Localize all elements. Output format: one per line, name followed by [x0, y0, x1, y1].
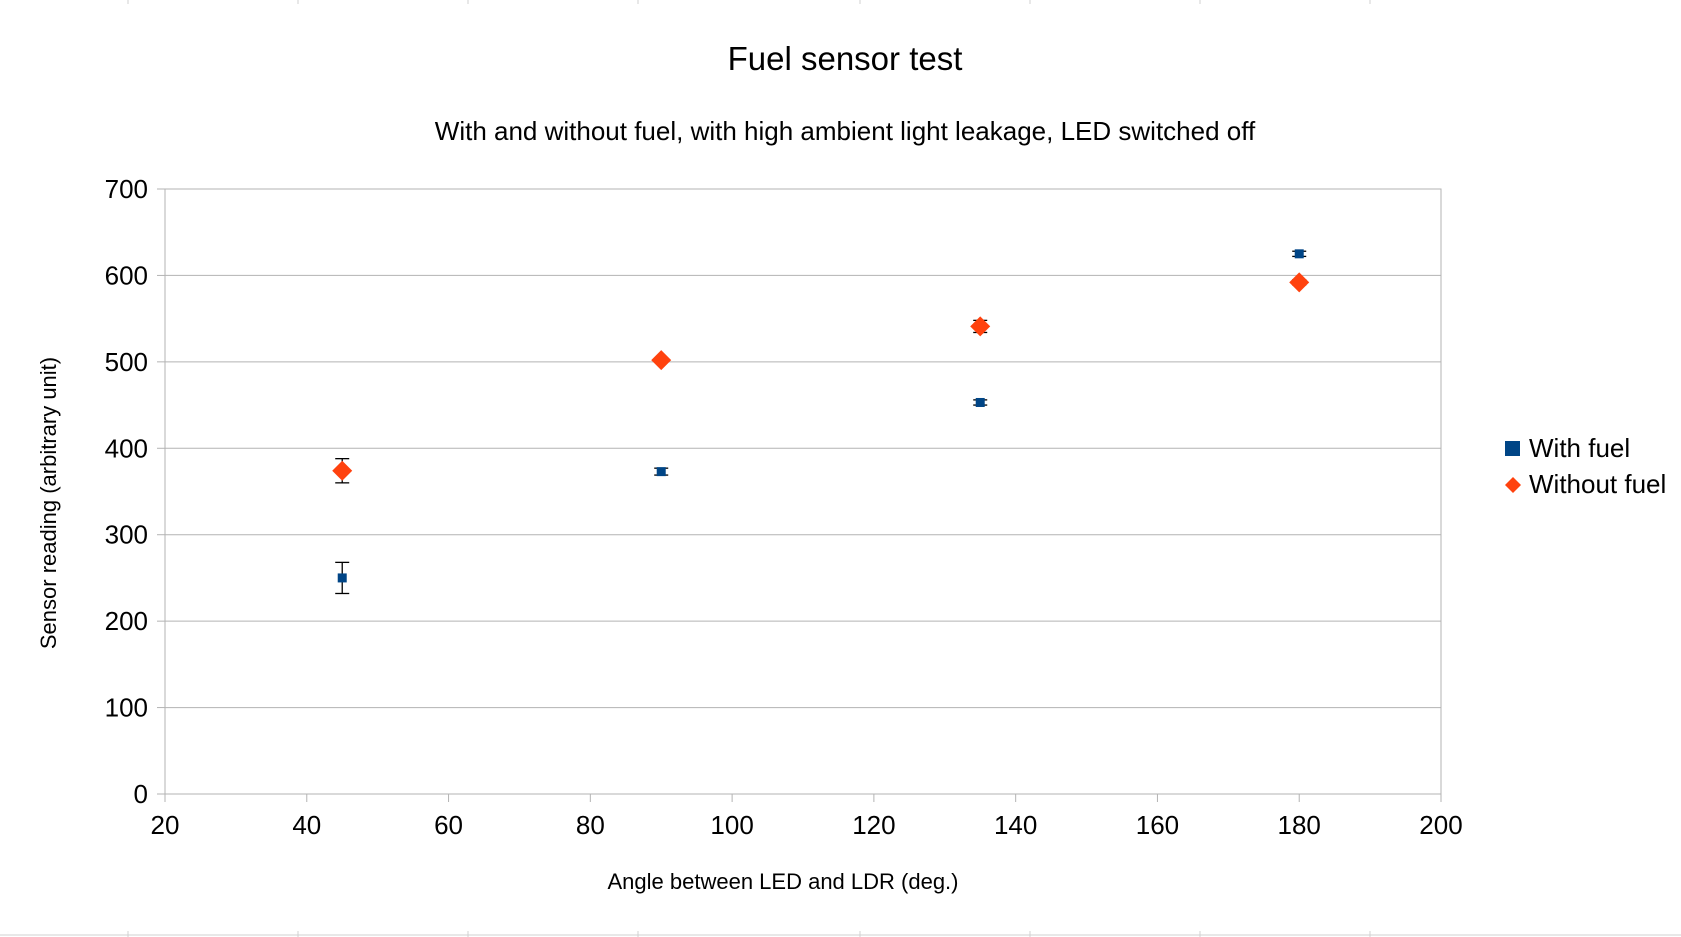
y-tick-label: 500 — [105, 347, 148, 377]
legend-label-without-fuel: Without fuel — [1529, 469, 1666, 499]
x-tick-label: 160 — [1136, 810, 1179, 840]
x-tick-label: 120 — [852, 810, 895, 840]
y-axis-label: Sensor reading (arbitrary unit) — [36, 357, 61, 649]
y-tick-label: 100 — [105, 693, 148, 723]
y-axis: 0 100 200 300 400 500 600 700 — [105, 174, 165, 809]
y-tick-label: 300 — [105, 520, 148, 550]
plot-area-frame — [164, 188, 1442, 795]
gridlines — [165, 274, 1441, 709]
x-tick-label: 60 — [434, 810, 463, 840]
y-tick-label: 0 — [134, 779, 148, 809]
chart-subtitle: With and without fuel, with high ambient… — [435, 116, 1256, 146]
data-marks — [332, 249, 1310, 595]
x-tick-label: 20 — [151, 810, 180, 840]
x-tick-label: 40 — [292, 810, 321, 840]
x-axis-label: Angle between LED and LDR (deg.) — [608, 869, 959, 894]
y-tick-label: 200 — [105, 606, 148, 636]
legend-label-with-fuel: With fuel — [1529, 433, 1630, 463]
y-tick-label: 400 — [105, 433, 148, 463]
data-point-without-fuel — [970, 316, 991, 337]
x-tick-label: 180 — [1278, 810, 1321, 840]
x-tick-label: 100 — [710, 810, 753, 840]
legend-swatch-without-fuel — [1505, 477, 1521, 493]
data-point-without-fuel — [332, 460, 353, 481]
legend: With fuel Without fuel — [1505, 433, 1666, 499]
chart-title: Fuel sensor test — [728, 40, 963, 77]
x-tick-label: 80 — [576, 810, 605, 840]
data-point-without-fuel — [651, 350, 672, 371]
data-point-with-fuel — [1294, 249, 1304, 259]
y-tick-label: 700 — [105, 174, 148, 204]
y-tick-label: 600 — [105, 260, 148, 290]
data-point-with-fuel — [975, 397, 985, 407]
x-tick-label: 140 — [994, 810, 1037, 840]
x-axis: 20 40 60 80 100 120 140 160 180 200 — [151, 794, 1463, 840]
data-point-with-fuel — [337, 573, 347, 583]
x-tick-label: 200 — [1419, 810, 1462, 840]
legend-swatch-with-fuel — [1505, 441, 1520, 456]
data-point-without-fuel — [1289, 272, 1310, 293]
data-point-with-fuel — [656, 467, 666, 477]
